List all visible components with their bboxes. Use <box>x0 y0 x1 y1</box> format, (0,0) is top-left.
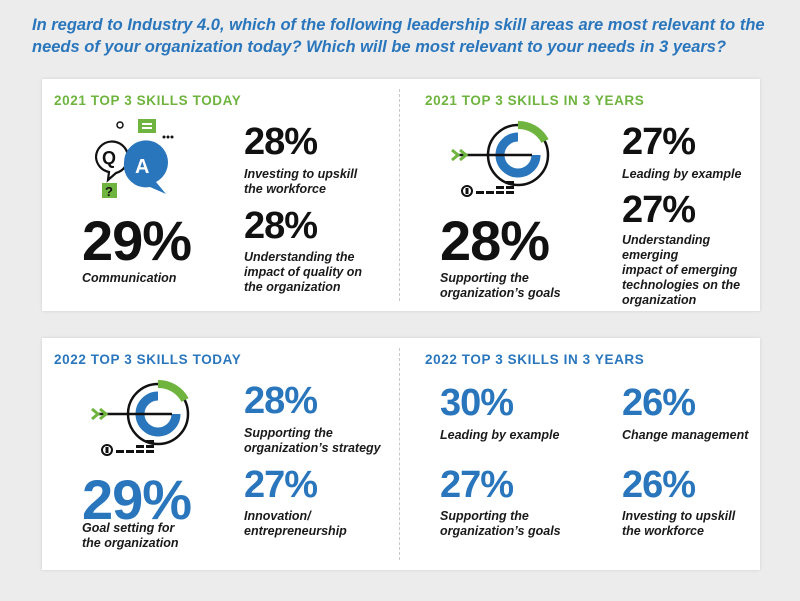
label-2022-3yrs-item2: Change management <box>622 428 749 442</box>
svg-text:?: ? <box>105 184 113 199</box>
label-2021-3yrs-item2: Understanding emerging impact of emergin… <box>622 233 741 307</box>
section-title-2022-3yrs: 2022 TOP 3 SKILLS IN 3 YEARS <box>425 352 645 367</box>
pct-2022-3yrs-item2: 26% <box>622 382 696 424</box>
label-2022-today-item1: Supporting the organization’s strategy <box>244 426 381 455</box>
section-title-2021-3yrs: 2021 TOP 3 SKILLS IN 3 YEARS <box>425 93 645 108</box>
question-heading: In regard to Industry 4.0, which of the … <box>32 16 765 56</box>
pct-2021-today-main: 29% <box>82 209 192 272</box>
label-2021-3yrs-item1: Leading by example <box>622 167 742 181</box>
qa-speech-bubbles-icon: Q A ? <box>94 119 174 199</box>
label-2022-3yrs-item1: Leading by example <box>440 428 560 442</box>
label-2022-today-main: Goal setting for the organization <box>82 521 179 550</box>
label-2021-today-main: Communication <box>82 271 177 285</box>
label-2021-today-item2: Understanding the impact of quality on t… <box>244 250 363 294</box>
svg-text:A: A <box>135 156 149 178</box>
target-arrow-icon <box>91 379 190 456</box>
panel-2021: 2021 TOP 3 SKILLS TODAY Q A ? 29% Commun… <box>42 79 760 311</box>
pct-2021-3yrs-item1: 27% <box>622 121 696 163</box>
label-2021-3yrs-main: Supporting the organization’s goals <box>440 271 561 300</box>
section-title-2021-today: 2021 TOP 3 SKILLS TODAY <box>54 93 242 108</box>
pct-2022-today-item1: 28% <box>244 380 318 422</box>
label-2022-3yrs-item4: Investing to upskill the workforce <box>622 509 736 538</box>
pct-2021-3yrs-item2: 27% <box>622 189 696 231</box>
section-title-2022-today: 2022 TOP 3 SKILLS TODAY <box>54 352 242 367</box>
pct-2021-today-item2: 28% <box>244 205 318 247</box>
pct-2022-today-main: 29% <box>82 468 192 531</box>
label-2022-today-item2: Innovation/ entrepreneurship <box>244 509 347 538</box>
pct-2021-today-item1: 28% <box>244 121 318 163</box>
pct-2022-3yrs-item1: 30% <box>440 382 514 424</box>
pct-2022-3yrs-item4: 26% <box>622 464 696 506</box>
panel-divider <box>399 348 400 560</box>
pct-2022-today-item2: 27% <box>244 464 318 506</box>
panel-divider <box>399 89 400 301</box>
panel-2022: 2022 TOP 3 SKILLS TODAY 29% Goal setting… <box>42 338 760 570</box>
target-arrow-icon <box>451 120 550 197</box>
svg-text:Q: Q <box>102 148 116 168</box>
label-2021-today-item1: Investing to upskill the workforce <box>244 167 358 196</box>
pct-2022-3yrs-item3: 27% <box>440 464 514 506</box>
pct-2021-3yrs-main: 28% <box>440 209 550 272</box>
label-2022-3yrs-item3: Supporting the organization’s goals <box>440 509 561 538</box>
